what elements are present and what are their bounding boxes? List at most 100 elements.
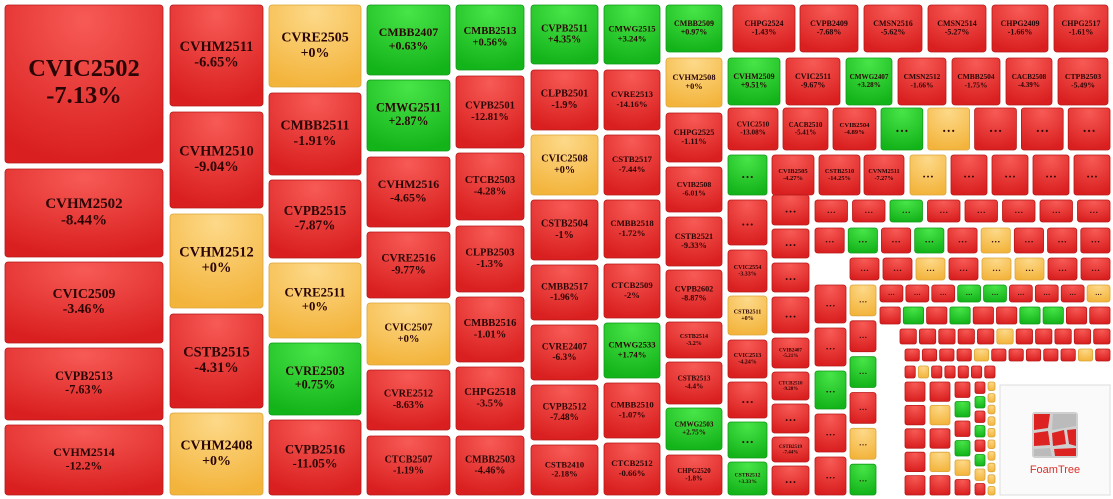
tile <box>268 262 362 339</box>
tile <box>455 152 525 221</box>
tile-label: CSTB2511 <box>734 310 762 316</box>
tile-change: +0.97% <box>681 28 708 37</box>
more-label: … <box>859 439 867 448</box>
tile <box>727 199 768 246</box>
tile-label: CMWG2533 <box>608 340 656 350</box>
tile <box>996 306 1018 325</box>
tile-label: CVIC2511 <box>795 72 831 81</box>
more-label: … <box>858 236 867 246</box>
tile-change: -7.44% <box>783 450 798 455</box>
more-label: … <box>926 263 935 273</box>
tile <box>268 92 362 176</box>
tile <box>1093 328 1111 345</box>
more-label: … <box>826 341 836 352</box>
tile <box>169 412 264 496</box>
tile <box>169 4 264 107</box>
tile-label: CMBB2510 <box>610 400 653 410</box>
tile-label: CVPB2515 <box>284 203 347 218</box>
tile <box>915 257 946 281</box>
more-label: … <box>826 427 836 438</box>
tile-label: CSTB2517 <box>612 154 653 164</box>
tile-change: -1.43% <box>752 28 777 37</box>
tile <box>727 57 781 106</box>
tile-change: -6.01% <box>682 188 706 197</box>
more-label: … <box>785 307 797 321</box>
tile <box>727 107 779 151</box>
tile <box>814 227 845 254</box>
tile <box>771 436 810 463</box>
tile-change: +3.24% <box>618 33 647 43</box>
tile-change: -12.2% <box>66 458 103 472</box>
tile <box>814 284 847 324</box>
tile-change: -1.72% <box>619 228 646 238</box>
tile-label: CVRE2516 <box>381 252 436 264</box>
more-label: … <box>977 205 986 215</box>
tile-change: -0.66% <box>619 468 646 478</box>
tile <box>879 306 901 325</box>
tile <box>530 384 599 441</box>
tile <box>665 4 723 53</box>
tile <box>991 4 1049 53</box>
more-label: … <box>942 120 955 135</box>
tile <box>863 154 905 196</box>
tile <box>987 381 996 392</box>
tile <box>1066 306 1088 325</box>
tile <box>366 231 451 299</box>
tile <box>987 393 996 403</box>
tile-change: -4.39% <box>1018 81 1040 89</box>
tile <box>1073 328 1092 345</box>
tile-change: -3.5% <box>476 399 503 410</box>
tile <box>1035 328 1053 345</box>
tile-label: CSTB2504 <box>541 219 588 230</box>
tile <box>950 154 988 196</box>
tile-label: CSTB2512 <box>735 473 761 479</box>
tile <box>603 382 661 439</box>
tile <box>1077 199 1111 223</box>
tile <box>954 401 971 418</box>
tile <box>1053 4 1109 53</box>
tile-label: CMWG2503 <box>675 421 714 429</box>
tile <box>852 199 886 223</box>
tile <box>1008 348 1024 362</box>
tile <box>1021 107 1064 151</box>
tile <box>991 348 1007 362</box>
tile <box>1080 257 1111 281</box>
tile <box>1089 306 1111 325</box>
tile-label: CHPG2518 <box>464 387 515 398</box>
more-label: … <box>1052 205 1061 215</box>
tile <box>954 459 971 476</box>
tile-change: +0.63% <box>389 38 428 52</box>
tile-change: -14.25% <box>828 175 851 182</box>
tile <box>882 257 913 281</box>
tile <box>1086 284 1111 303</box>
tile <box>987 439 996 450</box>
more-label: … <box>895 120 908 135</box>
more-label: … <box>864 205 873 215</box>
tile <box>1039 199 1073 223</box>
tile <box>981 257 1012 281</box>
tile <box>849 284 877 317</box>
tile <box>530 324 599 381</box>
tile-change: -5.41% <box>795 128 817 136</box>
logo-box: FoamTree <box>999 384 1111 496</box>
tile-label: CVIC2554 <box>734 265 761 271</box>
tile-change: -8.63% <box>393 400 424 411</box>
tile-change: -9.33% <box>681 241 707 250</box>
tile <box>904 475 926 496</box>
tile-label: CSTB2410 <box>545 459 584 469</box>
tile-label: CVIC2502 <box>28 55 140 82</box>
tile-label: CVHM2510 <box>179 143 253 159</box>
more-label: … <box>963 169 975 181</box>
tile <box>954 440 971 457</box>
tile <box>957 365 969 379</box>
tile <box>530 264 599 321</box>
tile <box>665 454 723 496</box>
more-label: … <box>992 263 1001 273</box>
tile-label: CHPG2517 <box>1061 19 1100 28</box>
tile-label: CVHM2508 <box>672 73 715 82</box>
tile <box>1043 348 1059 362</box>
more-label: … <box>902 205 911 215</box>
tile-label: CVPB2511 <box>541 23 588 34</box>
tile-change: -1.11% <box>681 137 706 146</box>
tile <box>974 483 986 496</box>
